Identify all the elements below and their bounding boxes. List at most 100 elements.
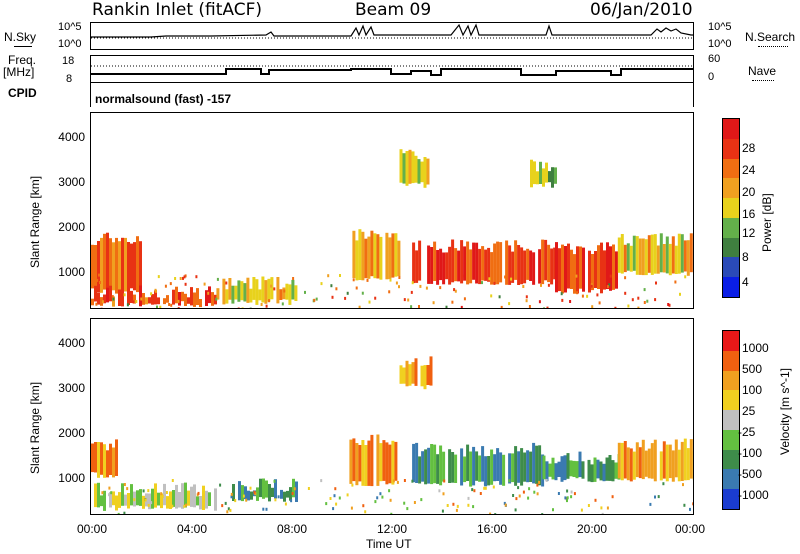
heatmap-speck: [456, 504, 459, 508]
heatmap-cell: [514, 240, 518, 280]
heatmap-speck: [454, 289, 457, 293]
heatmap-speck: [655, 281, 657, 285]
heatmap-cell: [430, 247, 434, 284]
heatmap-speck: [361, 291, 364, 295]
heatmap-speck: [230, 492, 233, 496]
heatmap-cell: [680, 441, 684, 481]
heatmap-speck: [649, 502, 652, 506]
heatmap-speck: [528, 487, 531, 491]
heatmap-speck: [126, 487, 129, 491]
heatmap-cell: [448, 246, 452, 285]
heatmap-speck: [150, 292, 153, 296]
heatmap-cell: [157, 492, 160, 506]
heatmap-cell: [650, 234, 654, 275]
power-ylabel: Slant Range [km]: [28, 175, 42, 268]
heatmap-cell: [130, 243, 133, 289]
heatmap-speck: [536, 492, 539, 496]
heatmap-cell: [538, 249, 542, 284]
heatmap-cell: [626, 243, 630, 271]
heatmap-cell: [130, 484, 133, 506]
heatmap-cell: [178, 492, 181, 508]
heatmap-cell: [677, 449, 681, 482]
heatmap-cell: [100, 237, 103, 293]
heatmap-speck: [265, 304, 268, 308]
beam-title: Beam 09: [355, 0, 432, 20]
heatmap-cell: [557, 461, 561, 477]
heatmap-speck: [484, 486, 487, 490]
heatmap-cell: [394, 441, 398, 481]
heatmap-speck: [225, 281, 228, 285]
heatmap-speck: [657, 495, 660, 499]
heatmap-cell: [112, 491, 115, 506]
heatmap-cell: [553, 247, 557, 280]
heatmap-speck: [586, 294, 589, 298]
heatmap-cell: [97, 442, 100, 478]
heatmap-speck: [183, 504, 186, 508]
heatmap-speck: [292, 277, 295, 280]
heatmap-cell: [258, 289, 262, 301]
heatmap-cell: [166, 496, 169, 509]
heatmap-cell: [205, 290, 208, 306]
heatmap-cell: [487, 247, 491, 282]
heatmap-cell: [582, 247, 585, 292]
heatmap-speck: [406, 507, 409, 511]
heatmap-speck: [294, 297, 297, 300]
heatmap-cell: [569, 460, 573, 477]
heatmap-cell: [270, 277, 274, 300]
heatmap-speck: [179, 277, 182, 280]
power-heatmap: [91, 149, 693, 311]
heatmap-cell: [460, 240, 464, 284]
heatmap-cell: [626, 447, 630, 481]
heatmap-cell: [292, 478, 295, 498]
heatmap-speck: [362, 504, 365, 508]
heatmap-speck: [473, 489, 476, 493]
heatmap-speck: [446, 504, 449, 507]
heatmap-cell: [402, 153, 406, 184]
heatmap-speck: [99, 281, 101, 284]
power-cbar-tick-24: 24: [742, 163, 756, 177]
nsearch-tick-bottom: 10^0: [708, 38, 732, 50]
freq-tick-bottom: 8: [66, 73, 73, 85]
heatmap-cell: [367, 440, 371, 486]
heatmap-speck: [451, 300, 454, 304]
heatmap-cell: [457, 250, 461, 282]
cpid-panel: [90, 83, 694, 107]
heatmap-speck: [291, 492, 294, 495]
heatmap-speck: [330, 284, 333, 288]
heatmap-speck: [637, 306, 640, 310]
heatmap-speck: [575, 274, 578, 278]
heatmap-speck: [504, 503, 507, 507]
heatmap-cell: [181, 291, 184, 302]
heatmap-cell: [564, 246, 567, 293]
heatmap-cell: [175, 484, 178, 509]
heatmap-speck: [419, 284, 422, 288]
heatmap-cell: [436, 250, 440, 285]
heatmap-speck: [184, 282, 187, 286]
heatmap-cell: [418, 240, 422, 281]
heatmap-cell: [283, 491, 286, 502]
heatmap-cell: [523, 452, 527, 482]
heatmap-cell: [547, 244, 551, 283]
heatmap-cell: [184, 293, 187, 306]
heatmap-speck: [346, 493, 349, 497]
heatmap-cell: [247, 490, 250, 501]
heatmap-cell: [252, 277, 256, 300]
heatmap-speck: [490, 294, 493, 298]
heatmap-cell: [172, 289, 175, 305]
heatmap-cell: [169, 491, 172, 509]
xtick-1: 04:00: [176, 522, 208, 536]
heatmap-cell: [617, 237, 621, 273]
heatmap-speck: [392, 479, 395, 483]
heatmap-speck: [242, 494, 245, 498]
heatmap-cell: [674, 245, 678, 274]
heatmap-speck: [333, 494, 336, 498]
heatmap-cell: [536, 171, 539, 185]
heatmap-speck: [320, 479, 323, 483]
heatmap-cell: [402, 367, 406, 384]
heatmap-cell: [385, 442, 389, 485]
heatmap-cell: [190, 287, 193, 306]
heatmap-cell: [611, 460, 615, 482]
heatmap-speck: [327, 274, 330, 278]
heatmap-speck: [164, 284, 167, 288]
heatmap-cell: [593, 457, 597, 482]
